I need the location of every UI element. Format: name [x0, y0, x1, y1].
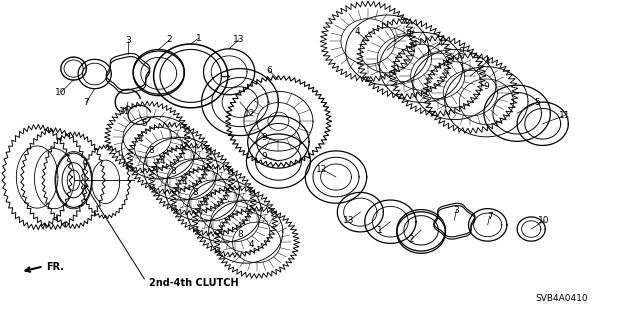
- Text: 5: 5: [141, 119, 147, 128]
- Text: SVB4A0410: SVB4A0410: [536, 294, 588, 303]
- Text: 9: 9: [406, 29, 411, 38]
- Polygon shape: [391, 37, 484, 115]
- Text: 4: 4: [138, 135, 143, 144]
- Polygon shape: [139, 134, 222, 204]
- Text: 12: 12: [316, 165, 328, 174]
- Text: 2: 2: [408, 235, 413, 244]
- Polygon shape: [128, 123, 211, 193]
- Text: 13: 13: [233, 35, 244, 44]
- Text: 9: 9: [458, 47, 463, 56]
- Polygon shape: [408, 45, 501, 124]
- Polygon shape: [424, 54, 517, 132]
- Text: 8: 8: [148, 146, 154, 155]
- Text: 4: 4: [355, 27, 360, 36]
- Text: 12: 12: [244, 109, 255, 118]
- Text: 4: 4: [438, 39, 443, 48]
- Polygon shape: [204, 197, 287, 267]
- Text: FR.: FR.: [46, 262, 64, 272]
- Polygon shape: [172, 165, 255, 235]
- Text: 4: 4: [485, 57, 490, 66]
- Text: 13: 13: [343, 216, 355, 225]
- Text: 3: 3: [454, 206, 459, 215]
- Polygon shape: [117, 113, 200, 183]
- Text: 6: 6: [266, 66, 271, 75]
- Text: 7: 7: [84, 98, 89, 107]
- Polygon shape: [182, 176, 266, 246]
- Text: 9: 9: [484, 82, 489, 91]
- Polygon shape: [106, 102, 189, 172]
- Text: 11: 11: [559, 111, 570, 120]
- Polygon shape: [374, 28, 468, 107]
- Text: 3: 3: [125, 36, 131, 45]
- Polygon shape: [150, 144, 233, 214]
- Text: 1: 1: [377, 226, 382, 235]
- Text: 9: 9: [262, 133, 267, 142]
- Polygon shape: [193, 186, 276, 256]
- Polygon shape: [215, 207, 298, 278]
- Text: 10: 10: [55, 88, 67, 97]
- Text: 8: 8: [192, 189, 198, 197]
- Polygon shape: [321, 2, 415, 81]
- Text: 2nd-4th CLUTCH: 2nd-4th CLUTCH: [149, 278, 239, 288]
- Text: 10: 10: [538, 216, 550, 225]
- Text: 1: 1: [196, 34, 201, 43]
- Polygon shape: [161, 155, 244, 225]
- Text: 7: 7: [487, 212, 492, 221]
- Text: 8: 8: [170, 167, 176, 176]
- Text: 4: 4: [203, 199, 209, 208]
- Text: 2: 2: [167, 35, 172, 44]
- Text: 9: 9: [262, 152, 267, 161]
- Polygon shape: [440, 63, 533, 141]
- Text: 4: 4: [159, 157, 165, 166]
- Text: 8: 8: [237, 230, 243, 239]
- Text: 4: 4: [181, 178, 187, 187]
- Text: 5: 5: [535, 98, 540, 107]
- Polygon shape: [340, 11, 434, 89]
- Text: 11: 11: [119, 107, 131, 116]
- Polygon shape: [358, 19, 451, 98]
- Text: 4: 4: [248, 241, 253, 249]
